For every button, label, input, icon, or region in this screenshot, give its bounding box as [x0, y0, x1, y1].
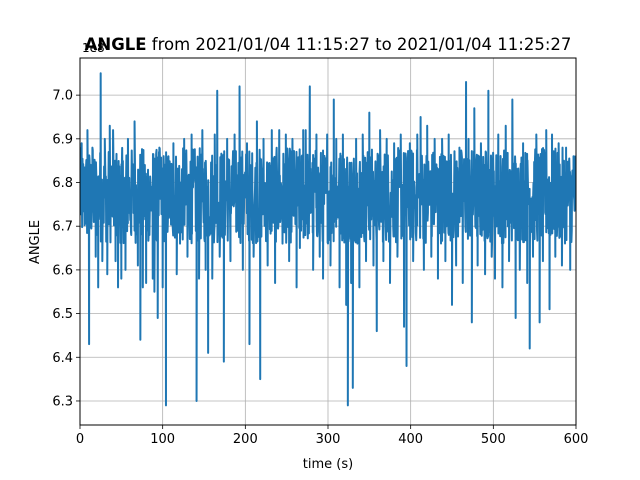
y-tick-label: 6.4	[52, 351, 73, 366]
y-tick-label: 6.8	[52, 176, 73, 191]
y-tick-label: 6.5	[52, 307, 73, 322]
x-axis-label: time (s)	[303, 457, 353, 472]
axis-ticks: 0 100 200 300 400 500 600 6.3 6.4 6.5 6.6 6.7 6.8 6.9…	[52, 89, 588, 447]
x-tick-label: 400	[398, 432, 423, 447]
y-tick-label: 7.0	[52, 89, 73, 104]
x-tick-label: 0	[76, 432, 84, 447]
x-tick-label: 600	[564, 432, 589, 447]
y-tick-label: 6.9	[52, 132, 73, 147]
y-tick-label: 6.3	[52, 394, 73, 409]
angle-series	[80, 72, 576, 407]
x-tick-label: 500	[481, 432, 506, 447]
x-tick-label: 300	[316, 432, 341, 447]
title-bold: ANGLE	[85, 35, 147, 54]
y-offset-label: 1e8	[82, 41, 105, 55]
x-tick-label: 200	[233, 432, 258, 447]
chart-title: ANGLE from 2021/01/04 11:15:27 to 2021/0…	[85, 35, 572, 54]
y-tick-label: 6.6	[52, 263, 73, 278]
angle-series-line	[80, 72, 576, 407]
y-axis-label: ANGLE	[28, 220, 43, 264]
title-rest: from 2021/01/04 11:15:27 to 2021/01/04 1…	[147, 35, 572, 54]
y-tick-label: 6.7	[52, 220, 73, 235]
x-tick-label: 100	[150, 432, 175, 447]
